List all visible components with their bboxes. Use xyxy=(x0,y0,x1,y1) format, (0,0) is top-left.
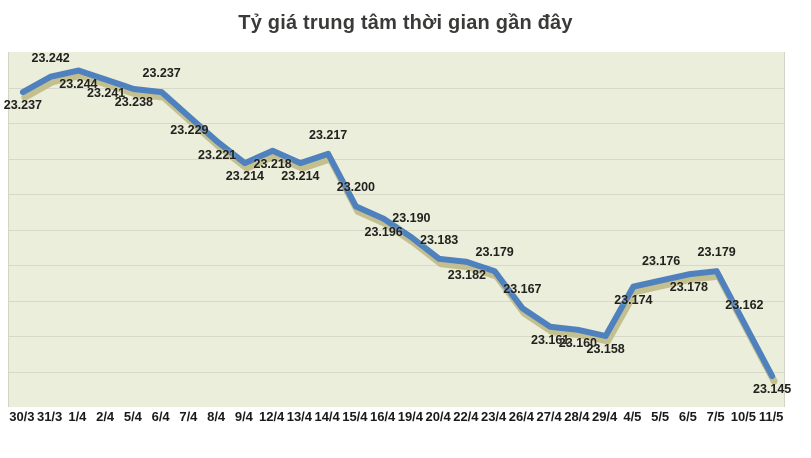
data-point-label: 23.176 xyxy=(642,254,681,269)
x-axis-tick-label: 20/4 xyxy=(425,409,451,424)
data-point-label: 23.161 xyxy=(531,332,570,347)
gridline xyxy=(9,88,784,89)
data-point-label: 23.214 xyxy=(281,169,320,184)
data-point-label: 23.196 xyxy=(364,224,403,239)
x-axis-tick-label: 23/4 xyxy=(480,409,507,424)
data-point-label: 23.145 xyxy=(753,382,792,397)
line-series-path[interactable] xyxy=(19,67,776,380)
data-point-label: 23.241 xyxy=(87,85,126,100)
data-point-label: 23.242 xyxy=(31,50,70,65)
x-axis-tick-label: 15/4 xyxy=(342,409,368,424)
x-axis-tick-label: 7/5 xyxy=(706,409,725,424)
x-axis-tick-label: 16/4 xyxy=(369,409,396,424)
x-axis-tick-label: 30/3 xyxy=(9,409,35,424)
data-point-label: 23.214 xyxy=(225,169,264,184)
x-axis-tick-label: 19/4 xyxy=(397,409,424,424)
data-point-label: 23.179 xyxy=(697,245,736,260)
gridline xyxy=(9,159,784,160)
line-series-shadow xyxy=(21,72,778,385)
x-axis-tick-label: 29/4 xyxy=(591,409,618,424)
data-point-label: 23.244 xyxy=(59,76,98,91)
data-point-label: 23.217 xyxy=(309,127,348,142)
gridline xyxy=(9,372,784,373)
data-point-label: 23.162 xyxy=(725,297,764,312)
gridline xyxy=(9,194,784,195)
data-point-label: 23.174 xyxy=(614,292,653,307)
gridline xyxy=(9,336,784,337)
data-point-label: 23.158 xyxy=(586,342,625,356)
x-axis-tick-label: 13/4 xyxy=(286,409,313,424)
data-point-label: 23.237 xyxy=(3,98,42,113)
line-series-svg xyxy=(19,67,778,385)
x-axis-tick-label: 31/3 xyxy=(36,409,63,424)
x-axis-tick-label: 27/4 xyxy=(536,409,562,424)
data-point-label: 23.179 xyxy=(475,245,514,260)
x-axis-tick-label: 5/5 xyxy=(651,409,670,424)
data-point-label: 23.182 xyxy=(447,267,486,282)
x-axis: 30/3 31/3 1/4 2/4 5/4 6/4 7/4 8/4 9/4 12/4 13/4 14/… xyxy=(8,409,785,433)
x-axis-tick-label: 8/4 xyxy=(207,409,226,424)
gridline xyxy=(9,301,784,302)
data-point-label: 23.200 xyxy=(336,180,375,195)
x-axis-tick-label: 1/4 xyxy=(68,409,87,424)
x-axis-tick-label: 9/4 xyxy=(234,409,253,424)
x-axis-tick-label: 28/4 xyxy=(564,409,590,424)
x-axis-tick-label: 6/4 xyxy=(151,409,170,424)
data-point-label: 23.178 xyxy=(669,280,708,295)
chart-title: Tỷ giá trung tâm thời gian gần đây xyxy=(238,12,573,34)
gridline xyxy=(9,123,784,124)
data-point-label: 23.237 xyxy=(142,66,181,81)
data-point-label: 23.229 xyxy=(170,122,209,137)
data-point-label: 23.218 xyxy=(253,156,292,171)
x-axis-tick-label: 12/4 xyxy=(258,409,285,424)
data-point-label: 23.160 xyxy=(558,335,597,350)
x-axis-tick-label: 14/4 xyxy=(314,409,340,424)
x-axis-tick-label: 6/5 xyxy=(678,409,697,424)
data-point-label: 23.190 xyxy=(392,211,431,226)
data-point-label: 23.221 xyxy=(198,147,237,162)
data-point-label: 23.167 xyxy=(503,282,542,297)
x-axis-tick-label: 26/4 xyxy=(508,409,535,424)
x-axis-tick-label: 22/4 xyxy=(453,409,479,424)
data-point-label: 23.238 xyxy=(114,95,153,110)
plot-area: 23.237 23.242 23.244 23.241 23.238 23.237 23.2… xyxy=(4,50,791,407)
data-point-label: 23.183 xyxy=(420,232,459,247)
x-axis-tick-label: 4/5 xyxy=(623,409,642,424)
gridline xyxy=(9,265,784,266)
x-axis-tick-label: 10/5 xyxy=(730,409,757,424)
x-axis-tick-label: 11/5 xyxy=(758,409,784,424)
x-axis-tick-label: 7/4 xyxy=(179,409,198,424)
x-axis-tick-label: 5/4 xyxy=(123,409,142,424)
x-axis-tick-label: 2/4 xyxy=(96,409,115,424)
